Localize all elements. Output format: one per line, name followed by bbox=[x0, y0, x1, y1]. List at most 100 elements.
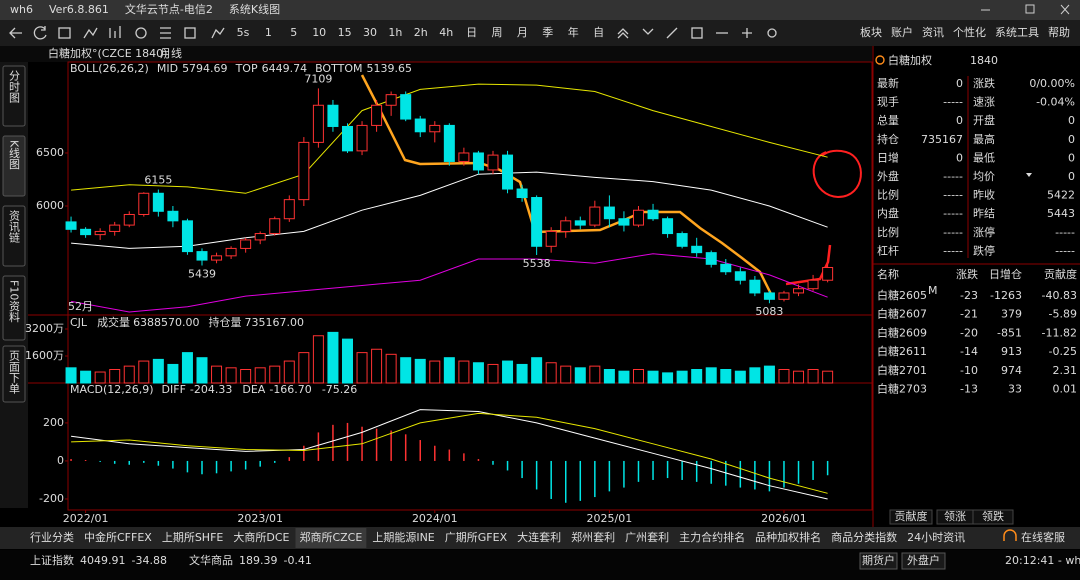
volume-bar bbox=[211, 365, 223, 384]
volume-bar bbox=[720, 369, 732, 384]
period-button[interactable]: 1 bbox=[265, 26, 272, 39]
period-button[interactable]: 年 bbox=[568, 25, 579, 39]
toolbar-icons[interactable] bbox=[9, 26, 777, 40]
index-change: -0.41 bbox=[283, 554, 311, 567]
period-button[interactable]: 日 bbox=[466, 26, 477, 39]
exchange-tab[interactable]: 广期所GFEX bbox=[445, 531, 508, 544]
volume-bar bbox=[574, 367, 586, 384]
x-tick-label: 2025/01 bbox=[587, 512, 633, 525]
panel-tab-label[interactable]: 领涨 bbox=[944, 510, 966, 523]
candle-body bbox=[618, 218, 630, 226]
contract-name[interactable]: 白糖2609 bbox=[877, 325, 927, 339]
contract-contribution: 0.01 bbox=[1053, 383, 1078, 396]
contract-contribution: -5.89 bbox=[1049, 308, 1077, 321]
quote-value: 5443 bbox=[1047, 207, 1075, 220]
active-tab-bg bbox=[295, 528, 367, 548]
panel-tab[interactable] bbox=[889, 509, 933, 525]
extreme-label: 5538 bbox=[523, 257, 551, 270]
period-button[interactable]: 30 bbox=[363, 26, 377, 39]
exchange-tab[interactable]: 24小时资讯 bbox=[907, 531, 965, 544]
exchange-tab[interactable]: 大商所DCE bbox=[233, 530, 289, 544]
candle-body bbox=[269, 218, 281, 235]
contract-oi-change: -1263 bbox=[990, 289, 1022, 302]
period-button[interactable]: 10 bbox=[312, 26, 326, 39]
period-button[interactable]: 5s bbox=[237, 26, 250, 39]
legend-value: 5139.65 bbox=[366, 62, 412, 75]
sidebar-tab-label[interactable]: 分时图 bbox=[8, 70, 21, 104]
exchange-tab[interactable]: 郑州套利 bbox=[571, 530, 615, 544]
menu-item[interactable]: 个性化 bbox=[953, 25, 986, 39]
contract-name[interactable]: 白糖2701 bbox=[877, 363, 927, 377]
menu-item[interactable]: 账户 bbox=[891, 25, 913, 39]
quote-value: 5422 bbox=[1047, 189, 1075, 202]
legend-value: 735167.00 bbox=[245, 316, 305, 329]
exchange-tab[interactable]: 大连套利 bbox=[517, 530, 561, 544]
account-button[interactable] bbox=[859, 552, 898, 570]
sidebar-tab[interactable] bbox=[2, 65, 26, 127]
contract-oi-change: 379 bbox=[1001, 308, 1022, 321]
quote-value: ----- bbox=[943, 170, 963, 183]
sidebar-tab[interactable] bbox=[2, 205, 26, 267]
candle-body bbox=[80, 228, 92, 236]
candle-body bbox=[312, 104, 324, 143]
candle-body bbox=[167, 210, 179, 222]
exchange-tab[interactable]: 行业分类 bbox=[30, 530, 74, 544]
menu-item[interactable]: 资讯 bbox=[922, 26, 944, 39]
sidebar-tab-label[interactable]: K线图 bbox=[8, 140, 21, 170]
sidebar-tab[interactable] bbox=[2, 135, 26, 197]
clock: 20:12:41 - wh bbox=[1005, 554, 1080, 567]
account-button[interactable] bbox=[901, 552, 946, 570]
contract-name[interactable]: 白糖2605 bbox=[877, 288, 927, 302]
volume-bar bbox=[778, 369, 790, 384]
legend-name: MID bbox=[157, 62, 178, 75]
contract-name[interactable]: 白糖2703 bbox=[877, 382, 927, 396]
panel-tab-label[interactable]: 领跌 bbox=[982, 509, 1004, 523]
account-button-label[interactable]: 期货户 bbox=[862, 553, 895, 567]
exchange-tab[interactable]: 郑商所CZCE bbox=[299, 530, 362, 544]
menu-item[interactable]: 板块 bbox=[860, 25, 882, 39]
contract-name[interactable]: 白糖2607 bbox=[877, 307, 927, 321]
online-service[interactable]: 在线客服 bbox=[1021, 530, 1065, 544]
exchange-tab[interactable]: 广州套利 bbox=[625, 531, 669, 544]
candle-body bbox=[487, 154, 499, 171]
sidebar-tab-label[interactable]: 资讯链 bbox=[8, 210, 21, 243]
period-button[interactable]: 1h bbox=[388, 26, 402, 39]
indicator-name: CJL bbox=[70, 316, 88, 329]
sidebar-tab-label[interactable]: 页面下单 bbox=[8, 350, 21, 394]
panel-tab-label[interactable]: 贡献度 bbox=[895, 509, 928, 523]
volume-bar bbox=[531, 357, 543, 384]
panel-tab[interactable] bbox=[972, 509, 1014, 525]
candle-body bbox=[298, 141, 310, 201]
account-button-label[interactable]: 外盘户 bbox=[907, 553, 940, 567]
period-button[interactable]: 2h bbox=[414, 26, 428, 39]
period-button[interactable]: 4h bbox=[439, 26, 453, 39]
period-button[interactable]: 5 bbox=[290, 26, 297, 39]
menu-item[interactable]: 系统工具 bbox=[995, 26, 1039, 39]
contract-change: -21 bbox=[960, 308, 978, 321]
exchange-tab[interactable]: 品种加权排名 bbox=[755, 530, 821, 544]
period-button[interactable]: 月 bbox=[517, 26, 528, 39]
contract-change: -20 bbox=[960, 326, 978, 339]
sidebar-tab[interactable] bbox=[2, 275, 26, 341]
menu-item[interactable]: 帮助 bbox=[1048, 25, 1070, 39]
exchange-tab[interactable]: 商品分类指数 bbox=[831, 530, 897, 544]
exchange-tab[interactable]: 上期所SHFE bbox=[162, 531, 224, 544]
sidebar-tab-label[interactable]: F10资料 bbox=[8, 280, 21, 323]
sidebar-tab[interactable] bbox=[2, 345, 26, 403]
chart-period[interactable]: 月线 bbox=[160, 46, 182, 60]
exchange-tab[interactable]: 中金所CFFEX bbox=[84, 530, 152, 544]
exchange-tab[interactable]: 主力合约排名 bbox=[679, 530, 745, 544]
quote-value: -0.04% bbox=[1036, 96, 1075, 109]
contract-name[interactable]: 白糖2611 bbox=[877, 344, 927, 358]
period-button[interactable]: 周 bbox=[492, 26, 503, 39]
exchange-tab[interactable]: 上期能源INE bbox=[372, 530, 434, 544]
service-icon[interactable] bbox=[1003, 529, 1017, 541]
period-button[interactable]: 自 bbox=[593, 26, 604, 39]
period-button[interactable]: 15 bbox=[338, 26, 352, 39]
index-change: -34.88 bbox=[132, 554, 167, 567]
chart-symbol: 白糖加权°(CZCE 1840) bbox=[48, 46, 167, 60]
volume-bar bbox=[603, 369, 615, 384]
window-controls[interactable] bbox=[981, 4, 1070, 15]
indicator-name: MACD(12,26,9) bbox=[70, 383, 154, 396]
period-button[interactable]: 季 bbox=[542, 26, 553, 39]
